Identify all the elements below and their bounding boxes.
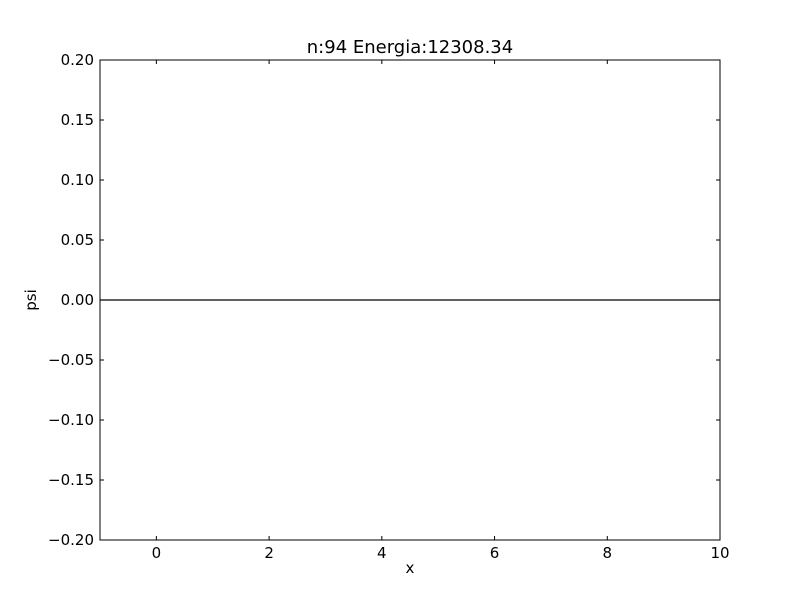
y-tick-label: −0.20 xyxy=(48,531,94,549)
chart-title: n:94 Energia:12308.34 xyxy=(307,37,513,58)
y-axis-label: psi xyxy=(22,289,40,311)
x-tick-label: 0 xyxy=(152,544,162,562)
x-tick-label: 10 xyxy=(710,544,729,562)
y-tick-label: 0.15 xyxy=(61,111,94,129)
y-ticks: 0.20 0.15 0.10 0.05 0.00 −0.05 −0.10 −0.15 −0.20 xyxy=(48,51,720,549)
x-ticks: 0 2 4 6 8 10 xyxy=(152,60,730,562)
y-tick-label: −0.05 xyxy=(48,351,94,369)
x-tick-label: 8 xyxy=(602,544,612,562)
y-tick-label: 0.20 xyxy=(61,51,94,69)
y-tick-label: 0.10 xyxy=(61,171,94,189)
y-tick-label: −0.10 xyxy=(48,411,94,429)
y-tick-label: 0.05 xyxy=(61,231,94,249)
x-tick-label: 4 xyxy=(377,544,387,562)
x-tick-label: 2 xyxy=(264,544,274,562)
x-axis-label: x xyxy=(406,559,415,577)
y-tick-label: −0.15 xyxy=(48,471,94,489)
y-tick-label: 0.00 xyxy=(61,291,94,309)
x-tick-label: 6 xyxy=(490,544,500,562)
